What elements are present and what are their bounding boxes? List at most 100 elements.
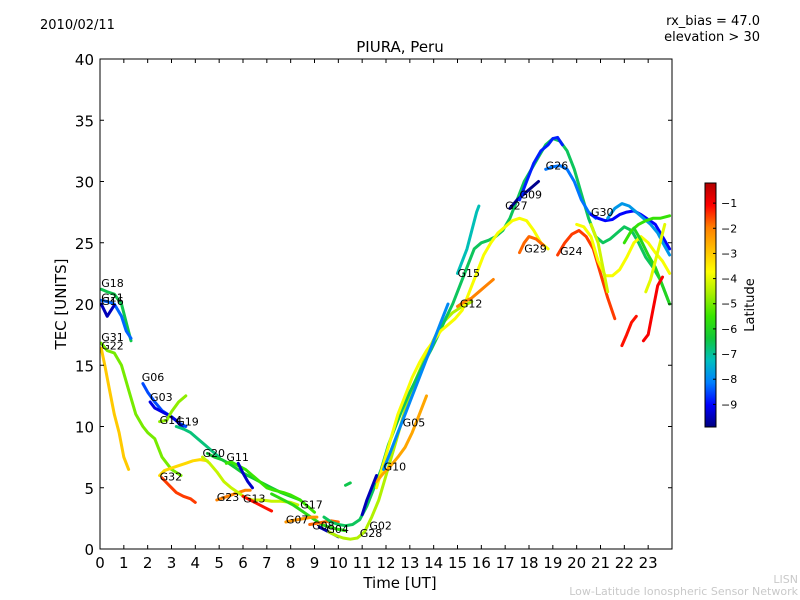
series-g30h (641, 275, 664, 343)
satellite-label-g31: G31 (101, 331, 124, 344)
satellite-label-g08: G08 (312, 519, 335, 532)
x-tick-label: 18 (519, 554, 538, 572)
series-g26 (544, 164, 598, 220)
satellite-label-g24: G24 (560, 245, 583, 258)
series-g03 (148, 400, 185, 431)
colorbar: −1 −2 −3 −4 −5 −6 −7 −8 −9 Latitude (704, 182, 758, 428)
satellite-label-g07: G07 (286, 513, 309, 526)
series-g14 (158, 394, 188, 424)
series-g12 (456, 278, 495, 308)
series-g18 (99, 287, 133, 343)
series-g10b (360, 474, 378, 517)
series-g30d (589, 222, 610, 294)
series-g13b (241, 494, 274, 513)
x-tick-label: 0 (95, 554, 105, 572)
colorbar-tick-label: −2 (721, 222, 737, 235)
y-tick-label: 10 (75, 419, 94, 437)
satellite-label-g30: G30 (591, 206, 614, 219)
satellite-label-g09: G09 (519, 189, 542, 202)
x-tick-label: 6 (238, 554, 248, 572)
colorbar-tick-label: −7 (721, 348, 737, 361)
series-g10 (375, 394, 428, 484)
footer-credit: LISN Low-Latitude Ionospheric Sensor Net… (569, 574, 798, 598)
x-tick-label: 10 (329, 554, 348, 572)
series-g10c (382, 302, 450, 471)
series-g22 (99, 346, 131, 471)
x-tick-label: 20 (567, 554, 586, 572)
satellite-label-g03: G03 (150, 391, 173, 404)
series-g30c (575, 222, 672, 278)
rx-bias-label: rx_bias = 47.0 (666, 14, 760, 29)
series-g05 (375, 216, 550, 490)
colorbar-tick-label: −3 (721, 247, 737, 260)
satellite-label-g13: G13 (243, 492, 266, 505)
x-tick-label: 23 (639, 554, 658, 572)
series-g30 (589, 209, 672, 251)
series-g30e (622, 214, 672, 245)
y-tick-label: 40 (75, 51, 94, 69)
x-tick-label: 22 (615, 554, 634, 572)
y-axis-label: TEC [UNITS] (52, 259, 70, 351)
y-tick-label: 15 (75, 357, 94, 375)
satellite-label-g20: G20 (202, 447, 225, 460)
chart-title: PIURA, Peru (356, 38, 444, 56)
satellite-label-g27: G27 (505, 200, 528, 213)
series-g17 (270, 492, 347, 533)
x-tick-label: 9 (310, 554, 320, 572)
satellite-label-g32: G32 (160, 470, 183, 483)
satellite-label-g19: G19 (176, 415, 199, 428)
x-tick-label: 15 (448, 554, 467, 572)
series-g31 (99, 341, 183, 477)
y-tick-label: 35 (75, 112, 94, 130)
colorbar-tick-label: −6 (721, 323, 737, 336)
x-tick-label: 2 (143, 554, 153, 572)
y-tick-label: 25 (75, 235, 94, 253)
series-g02 (322, 137, 672, 528)
colorbar-tick-label: −5 (721, 298, 737, 311)
satellite-label-g06: G06 (142, 371, 165, 384)
x-tick-label: 21 (591, 554, 610, 572)
elevation-label: elevation > 30 (664, 30, 760, 45)
x-tick-label: 16 (472, 554, 491, 572)
y-tick-label: 20 (75, 296, 94, 314)
series-g29 (518, 235, 545, 255)
org-short-label: LISN (773, 573, 798, 586)
series-g32 (158, 458, 209, 477)
series-g19 (174, 425, 221, 459)
x-tick-label: 17 (496, 554, 515, 572)
satellite-label-g11: G11 (226, 451, 249, 464)
satellite-label-g12: G12 (460, 298, 483, 311)
satellite-label-g26: G26 (546, 159, 569, 172)
colorbar-tick-label: −1 (721, 197, 737, 210)
colorbar-scale (704, 182, 717, 428)
x-tick-label: 14 (424, 554, 443, 572)
satellite-label-g23: G23 (217, 491, 240, 504)
series-g30f (632, 226, 672, 306)
series-g21 (99, 298, 133, 340)
y-tick-label: 0 (84, 541, 94, 559)
series-g24 (556, 229, 617, 321)
x-tick-label: 5 (214, 554, 224, 572)
satellite-label-g02: G02 (369, 519, 392, 532)
y-tick-label: 30 (75, 174, 94, 192)
series-g30g (620, 314, 638, 348)
series-g16 (99, 302, 116, 318)
colorbar-tick-label: −4 (721, 273, 737, 286)
series-g23 (215, 488, 252, 502)
series-g28 (327, 300, 474, 541)
series-g09 (518, 135, 564, 202)
colorbar-tick-label: −9 (721, 398, 737, 411)
x-tick-label: 19 (543, 554, 562, 572)
x-tick-label: 1 (119, 554, 129, 572)
satellite-label-g10: G10 (384, 461, 407, 474)
colorbar-label: Latitude (743, 278, 758, 332)
x-tick-label: 3 (167, 554, 177, 572)
colorbar-tick-label: −8 (721, 373, 737, 386)
x-tick-label: 7 (262, 554, 272, 572)
x-tick-label: 8 (286, 554, 296, 572)
date-label: 2010/02/11 (40, 18, 115, 33)
x-axis-label: Time [UT] (363, 574, 437, 592)
satellite-label-g16: G16 (101, 295, 124, 308)
